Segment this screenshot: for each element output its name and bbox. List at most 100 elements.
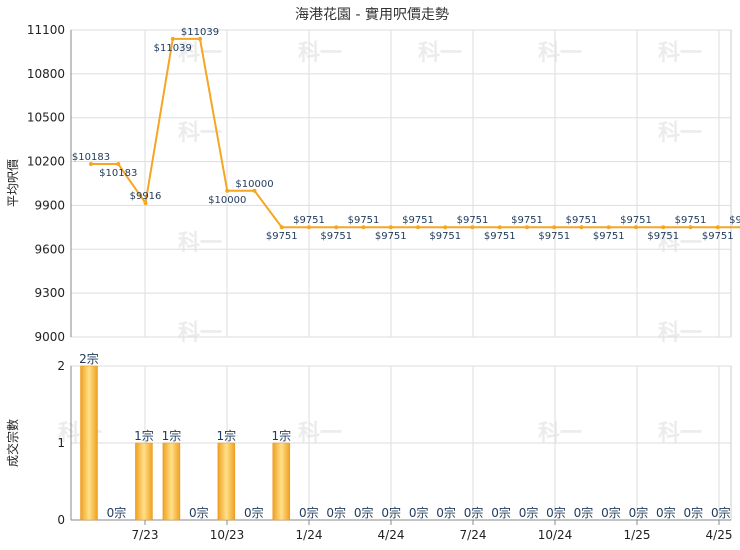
price-point: [688, 225, 693, 230]
volume-bar: [80, 365, 98, 521]
volume-bar-label: 0宗: [491, 505, 511, 520]
price-point-label: $9751: [293, 215, 325, 226]
price-point-label: $11039: [181, 27, 219, 38]
x-tick-label: 4/24: [378, 528, 405, 542]
price-point-label: $9751: [538, 231, 570, 242]
volume-bar: [272, 442, 291, 521]
price-y-tick-label: 9600: [34, 242, 65, 256]
x-tick-label: 1/25: [624, 528, 651, 542]
volume-bar-label: 0宗: [299, 505, 319, 520]
data-labels: 2宗 0宗 1宗 1宗 0宗 1宗 0宗 1宗 0宗 0宗 0宗 0宗 0宗 0宗 0宗 0宗 0宗 0宗 0宗 0宗…: [72, 27, 740, 520]
price-point: [116, 162, 121, 167]
price-point: [307, 225, 311, 230]
volume-bar: [162, 442, 181, 521]
watermark-text: 科一: [418, 41, 462, 66]
price-point: [552, 225, 557, 230]
price-point-label: $9751: [702, 231, 734, 242]
volume-bar-label: 0宗: [684, 505, 704, 520]
watermark-text: 科一: [538, 41, 582, 66]
volume-bar-label: 0宗: [436, 505, 456, 520]
volume-bar-label: 0宗: [519, 505, 539, 520]
volume-y-tick-label: 2: [57, 359, 65, 373]
price-chart-grid: 9000 9300 9600 9900 10200 10500 10800 11100: [27, 23, 732, 344]
volume-bar-label: 0宗: [244, 505, 264, 520]
watermark-text: 科一: [298, 41, 342, 66]
price-point: [443, 225, 448, 230]
price-point-label: $9751: [429, 231, 461, 242]
price-point: [661, 225, 666, 230]
watermark-text: 科一: [538, 421, 582, 446]
volume-bar-label: 0宗: [409, 505, 429, 520]
volume-bar-label: 1宗: [162, 428, 182, 443]
price-y-tick-label: 10200: [27, 155, 65, 169]
watermark-text: 科一: [658, 231, 702, 256]
price-point: [361, 225, 366, 230]
price-point: [170, 36, 175, 41]
price-point-label: $9751: [402, 215, 434, 226]
price-point: [497, 225, 502, 230]
price-point-label: $9751: [266, 231, 298, 242]
price-point: [470, 225, 475, 230]
price-y-axis-title: 平均呎價: [6, 159, 20, 207]
price-point: [334, 225, 339, 230]
price-point-label: $10183: [72, 152, 110, 163]
volume-bar-label: 0宗: [656, 505, 676, 520]
chart-title: 海港花園 - 實用呎價走勢: [295, 6, 449, 23]
watermark-text: 科一: [658, 321, 702, 346]
watermark-text: 科一: [658, 421, 702, 446]
volume-bar-label: 2宗: [79, 351, 99, 366]
volume-bar: [217, 442, 236, 521]
price-point-label: $9751: [484, 231, 516, 242]
price-point-label: $11039: [154, 43, 192, 54]
volume-chart-grid: 0 1 2 7/23 10/23 1/24 4/24 7/24 10/24 1/25 4/25: [57, 359, 732, 542]
price-point-label: $9751: [729, 215, 740, 226]
price-point: [525, 225, 529, 230]
price-point-label: $9916: [130, 191, 162, 202]
volume-bar-label: 0宗: [711, 505, 731, 520]
volume-bar-label: 0宗: [464, 505, 484, 520]
volume-y-axis-title: 成交宗數: [5, 419, 20, 467]
volume-y-tick-label: 0: [57, 513, 65, 527]
volume-bar-label: 0宗: [107, 505, 127, 520]
price-point-label: $9751: [620, 215, 652, 226]
price-y-tick-label: 9000: [34, 330, 65, 344]
volume-y-tick-label: 1: [57, 436, 65, 450]
watermark-text: 科一: [658, 41, 702, 66]
x-tick-label: 10/24: [538, 528, 573, 542]
price-plot-frame: [70, 29, 732, 338]
price-y-tick-label: 9900: [34, 198, 65, 212]
price-point-label: $9751: [593, 231, 625, 242]
price-y-tick-label: 10800: [27, 67, 65, 81]
price-point: [89, 162, 93, 167]
x-tick-label: 7/23: [132, 528, 159, 542]
price-point-label: $10183: [99, 168, 137, 179]
price-point-label: $10000: [208, 195, 246, 206]
price-point: [416, 225, 420, 230]
volume-bar-label: 0宗: [546, 505, 566, 520]
price-point-label: $9751: [320, 231, 352, 242]
price-point: [252, 188, 257, 193]
volume-bar: [135, 442, 153, 521]
volume-bars: [80, 365, 291, 521]
price-point: [279, 225, 284, 230]
price-point: [143, 201, 148, 206]
price-point: [634, 225, 638, 230]
volume-bar-label: 0宗: [629, 505, 649, 520]
volume-bar-label: 1宗: [217, 428, 237, 443]
price-point-label: $9751: [511, 215, 543, 226]
price-point: [715, 225, 720, 230]
price-point-label: $9751: [566, 215, 598, 226]
volume-bar-label: 0宗: [354, 505, 374, 520]
price-y-tick-label: 10500: [27, 111, 65, 125]
volume-bar-label: 0宗: [381, 505, 401, 520]
volume-bar-label: 1宗: [134, 428, 154, 443]
watermark-text: 科一: [178, 231, 222, 256]
watermark-text: 科一: [178, 321, 222, 346]
x-tick-label: 4/25: [706, 528, 733, 542]
price-point: [606, 225, 611, 230]
price-point: [225, 188, 230, 193]
price-point: [388, 225, 393, 230]
watermark-text: 科一: [298, 421, 342, 446]
